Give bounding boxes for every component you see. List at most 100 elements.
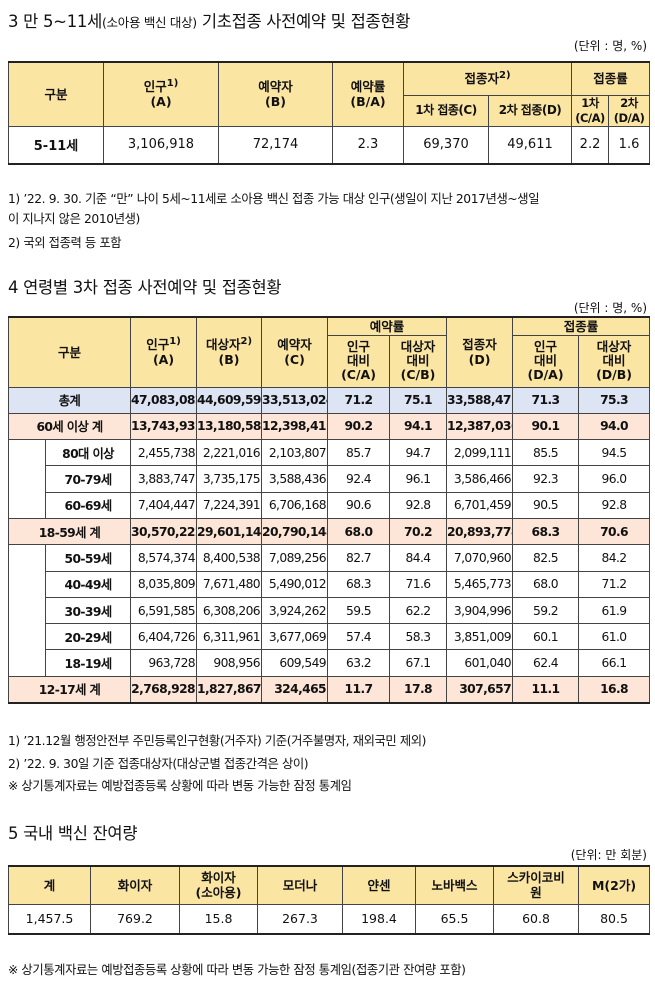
cell-reserved: 20,790,148 <box>261 517 329 546</box>
section4-note-2: 2) ’22. 9. 30일 기준 접종대상자(대상군별 접종간격은 상이) <box>8 757 309 771</box>
cell-reserve-target-ratio: 17.8 <box>389 675 448 704</box>
cell-vacc-target-ratio: 94.0 <box>578 412 651 441</box>
cell-reserve-pop-ratio: 59.5 <box>327 596 391 625</box>
section5-note: ※ 상기통계자료는 예방접종등록 상황에 따라 변동 가능한 잠정 통계임(접종… <box>8 963 466 977</box>
cell-reserve-pop-ratio: 68.3 <box>327 570 391 598</box>
cell-vaccinated: 3,586,466 <box>446 465 514 493</box>
cell-vaccinated: 3,851,009 <box>446 623 514 651</box>
cell-vacc-pop-ratio: 82.5 <box>512 544 580 572</box>
t2-header-vpop-ratio: 인구 대비 (D/A) <box>512 334 580 388</box>
cell-population: 47,083,082 <box>130 386 198 414</box>
cell-population: 6,404,726 <box>130 623 198 651</box>
t2-header-vaccinated: 접종자 (D) <box>446 316 514 388</box>
t1-row-label: 5-11세 <box>8 125 104 165</box>
cell-vaccinated: 7,070,960 <box>446 544 514 572</box>
stock-value-3: 267.3 <box>257 903 343 935</box>
section3-note-1: 1) ’22. 9. 30. 기준 “만” 나이 5세~11세로 소아용 백신 … <box>8 192 540 206</box>
table-row: 18-19세 963,728 908,956 609,549 63.2 67.1 601,0… <box>9 649 651 677</box>
cell-reserve-pop-ratio: 92.4 <box>327 465 391 493</box>
row-label: 80대 이상 <box>44 439 132 467</box>
t1-header-rate2: 2차 (D/A) <box>608 94 651 127</box>
t1-header-reserve-rate: 예약률 (B/A) <box>332 61 404 127</box>
t2-header-reserved: 예약자 (C) <box>261 316 329 388</box>
stock-value-6: 60.8 <box>493 903 579 935</box>
cell-target: 44,609,590 <box>196 386 263 414</box>
t1-header-vaccinated: 접종자2) <box>402 61 573 96</box>
section5-title: 5 국내 백신 잔여량 <box>8 824 138 843</box>
t2-header-reserve-rate: 예약률 <box>327 316 448 336</box>
table-row: 70-79세 3,883,747 3,735,175 3,588,436 92.4 96.… <box>9 465 651 493</box>
cell-vacc-pop-ratio: 90.5 <box>512 491 580 519</box>
cell-vacc-target-ratio: 96.0 <box>578 465 651 493</box>
indent-cell <box>8 439 46 519</box>
cell-population: 13,743,932 <box>130 412 198 441</box>
cell-vaccinated: 6,701,459 <box>446 491 514 519</box>
cell-vacc-target-ratio: 92.8 <box>578 491 651 519</box>
cell-vacc-target-ratio: 16.8 <box>578 675 651 704</box>
cell-vacc-target-ratio: 84.2 <box>578 544 651 572</box>
stock-header-1: 화이자 <box>90 865 180 905</box>
cell-vacc-target-ratio: 61.0 <box>578 623 651 651</box>
table-row: 12-17세 계 2,768,928 1,827,867 324,465 11.7 17.… <box>7 675 651 704</box>
stock-value-1: 769.2 <box>90 903 180 935</box>
row-label: 60세 이상 계 <box>7 412 132 441</box>
table-row: 30-39세 6,591,585 6,308,206 3,924,262 59.5 62.… <box>9 596 651 625</box>
cell-reserve-target-ratio: 92.8 <box>389 491 448 519</box>
section3-title-small: (소아용 백신 대상) <box>101 15 197 30</box>
cell-vaccinated: 12,387,036 <box>446 412 514 441</box>
cell-population: 2,455,738 <box>130 439 198 467</box>
section4-note-3: ※ 상기통계자료는 예방접종등록 상황에 따라 변동 가능한 잠정 통계임 <box>8 779 352 793</box>
cell-reserve-target-ratio: 67.1 <box>389 649 448 677</box>
table-row: 40-49세 8,035,809 7,671,480 5,490,012 68.3 71.… <box>9 570 651 598</box>
t1-reserve-rate: 2.3 <box>332 125 404 165</box>
cell-vacc-target-ratio: 66.1 <box>578 649 651 677</box>
cell-vaccinated: 2,099,111 <box>446 439 514 467</box>
cell-vacc-target-ratio: 71.2 <box>578 570 651 598</box>
cell-population: 30,570,222 <box>130 517 198 546</box>
cell-reserved: 6,706,168 <box>261 491 329 519</box>
t1-dose2: 49,611 <box>487 125 573 165</box>
table-row: 50-59세 8,574,374 8,400,538 7,089,256 82.7 84.… <box>8 544 651 677</box>
cell-vacc-target-ratio: 75.3 <box>578 386 651 414</box>
cell-vaccinated: 307,657 <box>446 675 514 704</box>
cell-target: 908,956 <box>196 649 263 677</box>
cell-population: 8,574,374 <box>130 544 198 572</box>
row-label: 총계 <box>7 386 132 414</box>
cell-reserved: 33,513,024 <box>261 386 329 414</box>
cell-reserve-pop-ratio: 71.2 <box>327 386 391 414</box>
cell-reserved: 3,677,069 <box>261 623 329 651</box>
cell-vacc-target-ratio: 70.6 <box>578 517 651 546</box>
section3-note-3: 2) 국외 접종력 등 포함 <box>8 236 122 250</box>
t2-header-target: 대상자2) (B) <box>196 316 263 388</box>
stock-value-0: 1,457.5 <box>8 903 91 935</box>
section4-title: 4 연령별 3차 접종 사전예약 및 접종현황 <box>8 278 282 297</box>
section3-title: 3 만 5~11세(소아용 백신 대상) 기초접종 사전예약 및 접종현황 <box>8 8 410 32</box>
cell-population: 963,728 <box>130 649 198 677</box>
cell-vacc-pop-ratio: 90.1 <box>512 412 580 441</box>
cell-vacc-pop-ratio: 62.4 <box>512 649 580 677</box>
section3-title-rest: 기초접종 사전예약 및 접종현황 <box>196 12 411 31</box>
cell-reserved: 609,549 <box>261 649 329 677</box>
cell-vaccinated: 601,040 <box>446 649 514 677</box>
stock-value-7: 80.5 <box>578 903 650 935</box>
t2-header-population: 인구1) (A) <box>130 316 198 388</box>
cell-vacc-target-ratio: 94.5 <box>578 439 651 467</box>
cell-reserve-target-ratio: 62.2 <box>389 596 448 625</box>
cell-reserve-target-ratio: 70.2 <box>389 517 448 546</box>
indent-cell <box>8 544 46 677</box>
cell-reserve-pop-ratio: 63.2 <box>327 649 391 677</box>
t1-header-reserved: 예약자 (B) <box>218 61 333 127</box>
section4-unit: (단위 : 명, %) <box>573 301 647 315</box>
section4-note-1: 1) ’21.12월 행정안전부 주민등록인구현황(거주자) 기준(거주불명자,… <box>8 734 427 748</box>
t2-header-category: 구분 <box>7 316 132 388</box>
t1-reserved: 72,174 <box>218 125 333 165</box>
booster-by-age-table: 구분 인구1) (A) 대상자2) (B) 예약자 (C) 예약률 접종자 (D) 접종… <box>7 316 651 704</box>
stock-header-7: M(2가) <box>578 865 650 905</box>
cell-reserve-target-ratio: 71.6 <box>389 570 448 598</box>
cell-reserve-pop-ratio: 11.7 <box>327 675 391 704</box>
cell-target: 6,308,206 <box>196 596 263 625</box>
cell-reserve-target-ratio: 84.4 <box>389 544 448 572</box>
cell-vaccinated: 20,893,778 <box>446 517 514 546</box>
cell-reserve-target-ratio: 58.3 <box>389 623 448 651</box>
cell-reserve-target-ratio: 96.1 <box>389 465 448 493</box>
